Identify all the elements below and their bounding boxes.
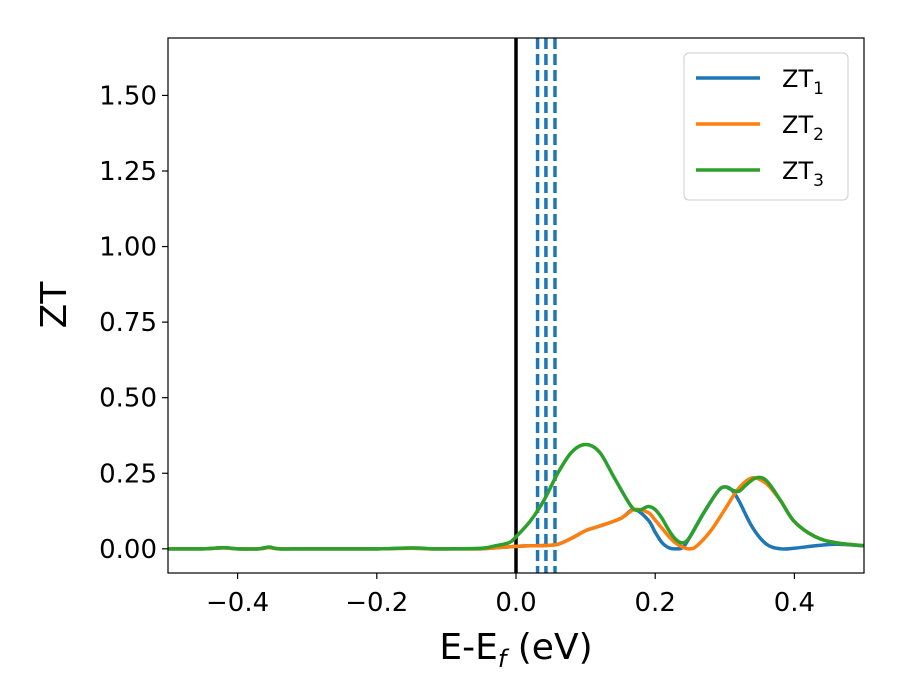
series-layer: [168, 442, 864, 551]
x-tick-label: 0.4: [774, 588, 815, 618]
y-axis-label: ZT: [34, 281, 75, 329]
y-tick-label: 1.25: [99, 157, 157, 187]
y-tick-label: 1.50: [99, 81, 157, 111]
legend-label: ZT1: [782, 65, 824, 99]
y-axis: 0.00 0.25 0.50 0.75 1.00 1.25 1.50: [99, 81, 168, 565]
x-tick-label: 0.0: [495, 588, 536, 618]
x-tick-label: −0.4: [206, 588, 269, 618]
x-tick-label: 0.2: [635, 588, 676, 618]
y-tick-label: 0.25: [99, 459, 157, 489]
y-tick-label: 0.75: [99, 308, 157, 338]
x-axis-label: E-Ef (eV): [439, 627, 592, 673]
reference-lines: [514, 38, 557, 573]
series-line-zt3: [168, 442, 864, 551]
legend-label: ZT3: [782, 157, 824, 191]
y-tick-label: 0.00: [99, 535, 157, 565]
y-tick-label: 1.00: [99, 233, 157, 263]
x-tick-label: −0.2: [345, 588, 408, 618]
legend: ZT1 ZT2 ZT3: [683, 52, 849, 201]
x-axis: −0.4 −0.2 0.0 0.2 0.4: [206, 573, 815, 618]
y-tick-label: 0.50: [99, 384, 157, 414]
legend-label: ZT2: [782, 111, 824, 145]
legend-box: [683, 52, 849, 201]
